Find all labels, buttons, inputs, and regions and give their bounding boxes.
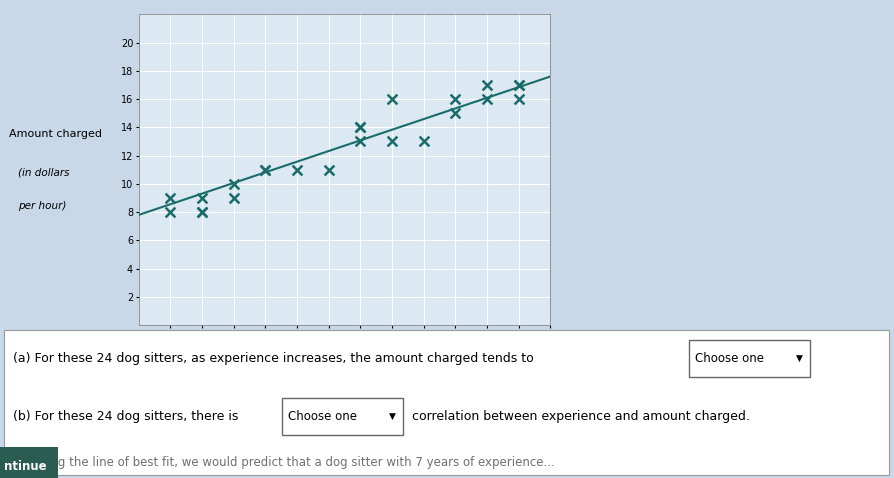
Point — [353, 138, 367, 145]
Point — [353, 123, 367, 131]
Point — [448, 109, 462, 117]
X-axis label: Years of experience: Years of experience — [290, 346, 399, 356]
Point — [290, 166, 304, 174]
Point — [258, 166, 273, 174]
Point — [258, 166, 273, 174]
Text: (in dollars: (in dollars — [18, 167, 70, 177]
Text: Choose one: Choose one — [694, 352, 763, 365]
Point — [448, 95, 462, 103]
Point — [163, 194, 177, 202]
Point — [226, 194, 240, 202]
Text: x: x — [558, 345, 565, 355]
Point — [416, 138, 430, 145]
FancyBboxPatch shape — [0, 447, 58, 478]
Point — [479, 95, 493, 103]
Text: Choose one: Choose one — [287, 410, 357, 424]
Text: per hour): per hour) — [18, 201, 66, 210]
Point — [195, 208, 209, 216]
Point — [384, 95, 399, 103]
Point — [163, 208, 177, 216]
Point — [511, 81, 526, 89]
FancyBboxPatch shape — [282, 399, 402, 435]
Text: correlation between experience and amount charged.: correlation between experience and amoun… — [411, 410, 749, 424]
Text: (a) For these 24 dog sitters, as experience increases, the amount charged tends : (a) For these 24 dog sitters, as experie… — [13, 352, 534, 365]
Point — [511, 95, 526, 103]
Point — [226, 180, 240, 188]
FancyBboxPatch shape — [4, 330, 888, 475]
Point — [353, 123, 367, 131]
Text: ntinue: ntinue — [4, 460, 46, 473]
Text: (c) Using the line of best fit, we would predict that a dog sitter with 7 years : (c) Using the line of best fit, we would… — [13, 456, 554, 469]
Text: (b) For these 24 dog sitters, there is: (b) For these 24 dog sitters, there is — [13, 410, 239, 424]
FancyBboxPatch shape — [688, 340, 809, 377]
Point — [195, 208, 209, 216]
Text: ▼: ▼ — [795, 354, 802, 363]
Point — [511, 81, 526, 89]
Point — [384, 138, 399, 145]
Point — [321, 166, 335, 174]
Text: Amount charged: Amount charged — [9, 129, 102, 139]
Point — [195, 194, 209, 202]
Text: ▼: ▼ — [388, 413, 395, 421]
Point — [479, 81, 493, 89]
